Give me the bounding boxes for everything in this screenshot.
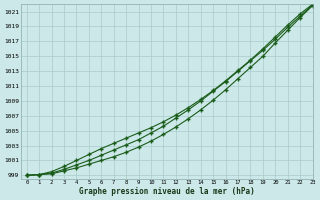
X-axis label: Graphe pression niveau de la mer (hPa): Graphe pression niveau de la mer (hPa) (79, 187, 254, 196)
